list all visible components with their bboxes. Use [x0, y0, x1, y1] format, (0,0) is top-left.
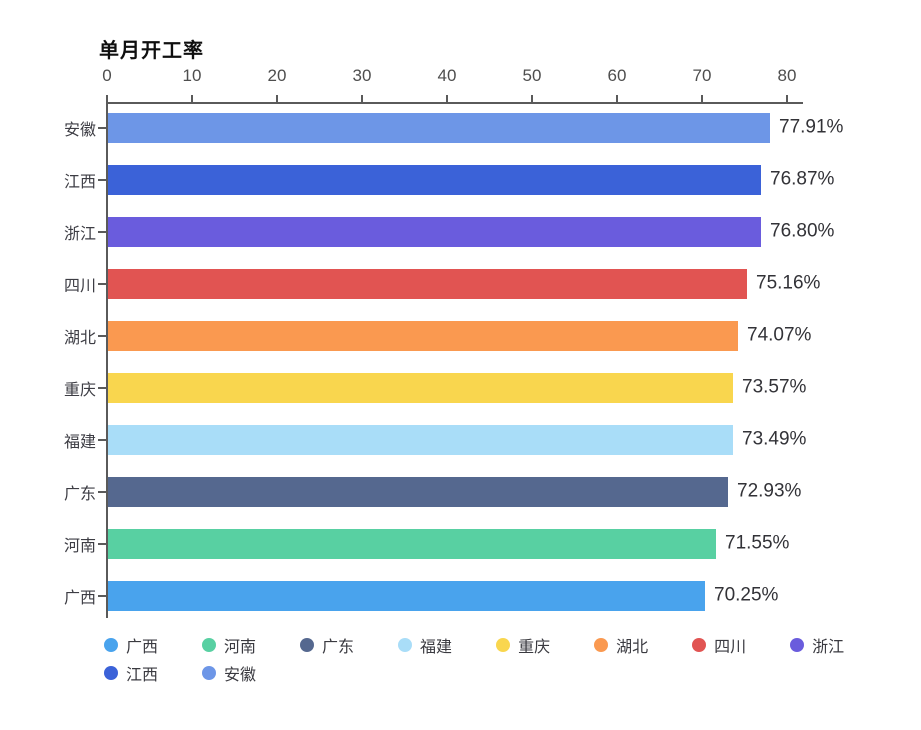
x-axis-tick-mark — [786, 95, 788, 103]
x-axis-tick-label: 0 — [102, 66, 112, 85]
value-label: 72.93% — [737, 480, 802, 502]
legend-label: 浙江 — [812, 638, 845, 656]
chart-title: 单月开工率 — [99, 40, 204, 62]
legend: 广西 河南 广东 福建 重庆 湖北 四川 浙江 江西 安徽 — [104, 634, 876, 684]
category-label: 广东 — [63, 486, 96, 503]
value-label: 73.49% — [742, 428, 807, 450]
x-axis-tick-mark — [531, 95, 533, 103]
legend-item[interactable]: 福建 — [398, 634, 453, 656]
x-axis-tick-mark — [361, 95, 363, 103]
bar[interactable] — [108, 321, 738, 351]
value-label: 75.16% — [756, 272, 821, 294]
x-axis-tick-label: 50 — [522, 66, 542, 85]
x-axis-tick-mark — [616, 95, 618, 103]
value-label: 73.57% — [742, 376, 807, 398]
legend-dot-icon — [692, 637, 707, 652]
bar[interactable] — [108, 529, 716, 559]
x-axis-tick-label: 60 — [607, 66, 627, 85]
legend-dot-icon — [496, 637, 511, 652]
y-axis-tick-mark — [98, 595, 106, 597]
bar[interactable] — [108, 581, 705, 611]
value-label: 77.91% — [779, 116, 844, 138]
legend-label: 广西 — [126, 638, 159, 656]
legend-dot-icon — [202, 665, 217, 680]
x-axis-tick-label: 80 — [777, 66, 797, 85]
y-axis-tick-mark — [98, 231, 106, 233]
bar[interactable] — [108, 269, 747, 299]
legend-item[interactable]: 四川 — [692, 634, 747, 656]
legend-dot-icon — [104, 637, 118, 652]
bar[interactable] — [108, 373, 733, 403]
legend-item[interactable]: 湖北 — [594, 634, 649, 656]
value-label: 76.87% — [770, 168, 835, 190]
category-label: 广西 — [63, 590, 96, 607]
legend-dot-icon — [104, 665, 118, 680]
x-axis-tick-label: 20 — [267, 66, 287, 85]
legend-dot-icon — [398, 637, 413, 652]
legend-item[interactable]: 河南 — [202, 634, 257, 656]
x-axis-tick-mark — [701, 95, 703, 103]
value-label: 76.80% — [770, 220, 835, 242]
value-label: 71.55% — [725, 532, 790, 554]
y-axis-line — [106, 102, 108, 618]
legend-label: 湖北 — [616, 638, 649, 656]
x-axis-tick-label: 40 — [437, 66, 457, 85]
category-label: 福建 — [63, 434, 96, 451]
legend-item[interactable]: 浙江 — [790, 634, 845, 656]
x-axis-line — [106, 102, 803, 104]
x-axis-tick-label: 10 — [182, 66, 202, 85]
legend-label: 江西 — [126, 666, 159, 684]
legend-dot-icon — [202, 637, 217, 652]
legend-label: 福建 — [420, 638, 453, 656]
category-label: 江西 — [63, 174, 96, 191]
bar[interactable] — [108, 113, 770, 143]
y-axis-tick-mark — [98, 283, 106, 285]
y-axis-tick-mark — [98, 439, 106, 441]
legend-dot-icon — [300, 637, 315, 652]
bar[interactable] — [108, 165, 761, 195]
y-axis-tick-mark — [98, 543, 106, 545]
category-label: 浙江 — [63, 226, 96, 243]
y-axis-tick-mark — [98, 335, 106, 337]
bar[interactable] — [108, 477, 728, 507]
x-axis-tick-mark — [191, 95, 193, 103]
y-axis-tick-mark — [98, 491, 106, 493]
category-label: 湖北 — [63, 330, 96, 347]
legend-label: 重庆 — [518, 638, 551, 656]
y-axis-tick-mark — [98, 179, 106, 181]
legend-item[interactable]: 江西 — [104, 662, 159, 684]
category-label: 四川 — [63, 278, 96, 295]
legend-label: 河南 — [224, 638, 257, 656]
legend-item[interactable]: 广西 — [104, 634, 159, 656]
legend-item[interactable]: 重庆 — [496, 634, 551, 656]
legend-dot-icon — [790, 637, 805, 652]
value-label: 74.07% — [747, 324, 812, 346]
bar[interactable] — [108, 217, 761, 247]
x-axis-tick-mark — [276, 95, 278, 103]
category-label: 安徽 — [63, 122, 96, 139]
legend-label: 安徽 — [224, 666, 257, 684]
legend-item[interactable]: 广东 — [300, 634, 355, 656]
x-axis-tick-label: 70 — [692, 66, 712, 85]
x-axis-tick-label: 30 — [352, 66, 372, 85]
y-axis-tick-mark — [98, 387, 106, 389]
legend-item[interactable]: 安徽 — [202, 662, 257, 684]
value-label: 70.25% — [714, 584, 779, 606]
x-axis-tick-mark — [446, 95, 448, 103]
category-label: 河南 — [63, 538, 96, 555]
category-label: 重庆 — [63, 382, 96, 399]
y-axis-tick-mark — [98, 127, 106, 129]
bar[interactable] — [108, 425, 733, 455]
x-axis-tick-mark — [106, 95, 108, 103]
legend-label: 广东 — [322, 638, 355, 656]
legend-dot-icon — [594, 637, 609, 652]
legend-label: 四川 — [714, 638, 747, 656]
